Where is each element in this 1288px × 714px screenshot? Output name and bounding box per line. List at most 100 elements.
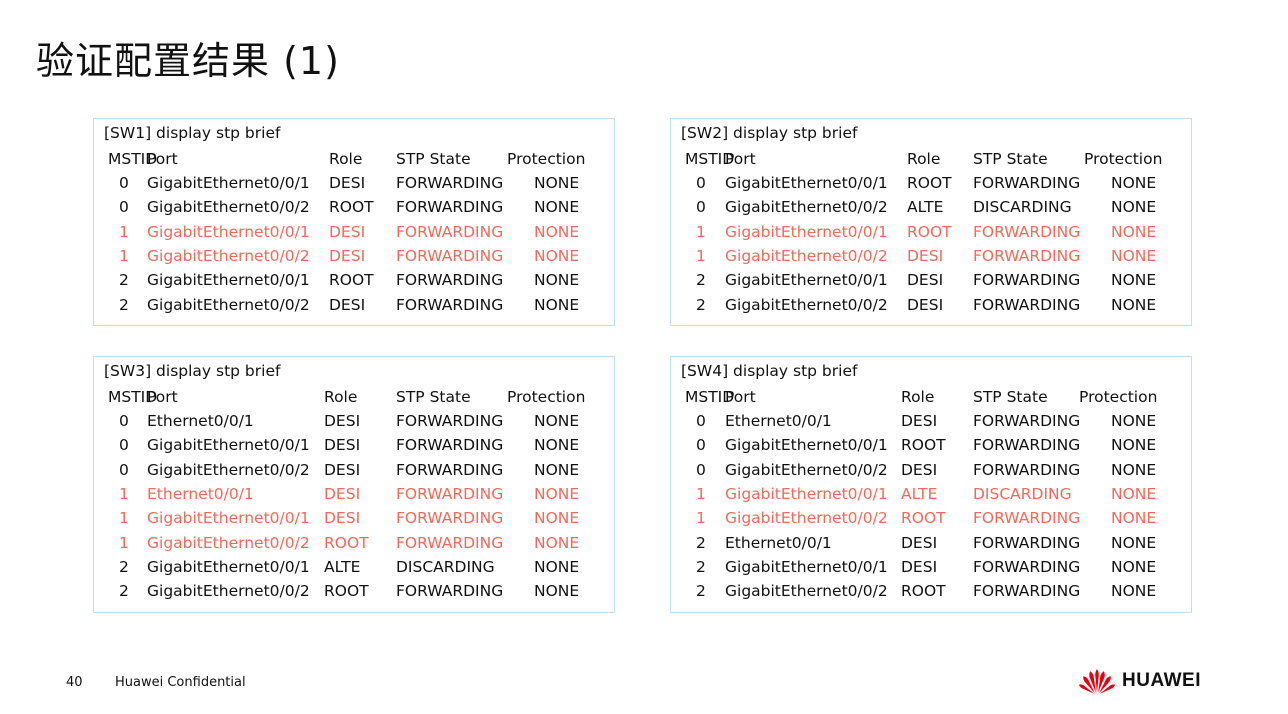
cell-role: DESI <box>901 460 938 479</box>
cell-mstid: 1 <box>119 509 129 528</box>
header-port: Port <box>725 150 756 168</box>
cell-mstid: 2 <box>119 557 129 576</box>
cell-protection: NONE <box>1111 557 1157 576</box>
table-row: 0 Ethernet0/0/1 DESI FORWARDING NONE <box>671 412 1191 434</box>
cell-protection: NONE <box>534 412 580 430</box>
header-stp-state: STP State <box>973 388 1048 406</box>
cell-port: GigabitEthernet0/0/2 <box>725 509 888 528</box>
cell-stp-state: FORWARDING <box>973 246 1081 265</box>
logo-text: HUAWEI <box>1122 670 1201 691</box>
cell-role: DESI <box>324 460 361 479</box>
cell-mstid: 1 <box>119 533 129 552</box>
cell-mstid: 0 <box>696 174 706 192</box>
header-role: Role <box>324 388 358 406</box>
table-row: 2 Ethernet0/0/1 DESI FORWARDING NONE <box>671 534 1191 556</box>
cell-port: Ethernet0/0/1 <box>725 412 832 430</box>
cell-role: DESI <box>329 174 366 192</box>
table-row: 0 GigabitEthernet0/0/1 ROOT FORWARDING NONE <box>671 174 1191 196</box>
table-row: 0 GigabitEthernet0/0/2 ALTE DISCARDING NONE <box>671 198 1191 220</box>
cell-port: GigabitEthernet0/0/1 <box>147 509 310 528</box>
table-row: 0 GigabitEthernet0/0/1 DESI FORWARDING NONE <box>94 174 614 196</box>
cell-mstid: 0 <box>696 198 706 217</box>
header-port: Port <box>725 388 756 406</box>
cell-mstid: 0 <box>119 198 129 217</box>
cell-protection: NONE <box>534 246 580 265</box>
cell-port: GigabitEthernet0/0/1 <box>147 174 310 192</box>
header-mstid: MSTID <box>685 388 735 406</box>
table-row: 0 GigabitEthernet0/0/2 DESI FORWARDING NONE <box>671 461 1191 483</box>
table-header: MSTID Port Role STP State Protection <box>94 388 614 410</box>
cell-port: GigabitEthernet0/0/2 <box>147 295 310 314</box>
cell-role: ROOT <box>324 582 369 601</box>
cell-protection: NONE <box>1111 412 1157 430</box>
cell-stp-state: FORWARDING <box>396 246 504 265</box>
cell-protection: NONE <box>1111 533 1157 552</box>
cell-role: DESI <box>907 271 944 290</box>
stp-panel-sw4: [SW4] display stp brief MSTID Port Role STP … <box>670 356 1192 613</box>
cell-role: ROOT <box>907 174 952 192</box>
cell-protection: NONE <box>534 198 580 217</box>
cell-port: Ethernet0/0/1 <box>147 484 254 503</box>
cell-mstid: 2 <box>119 271 129 290</box>
cell-port: GigabitEthernet0/0/1 <box>725 557 888 576</box>
cell-port: GigabitEthernet0/0/1 <box>725 174 888 192</box>
cell-stp-state: FORWARDING <box>973 436 1081 455</box>
cell-stp-state: FORWARDING <box>396 460 504 479</box>
cell-mstid: 2 <box>119 295 129 314</box>
cell-stp-state: FORWARDING <box>396 222 504 241</box>
table-row: 1 GigabitEthernet0/0/2 DESI FORWARDING NONE <box>94 247 614 269</box>
cell-port: GigabitEthernet0/0/2 <box>725 198 888 217</box>
cell-port: Ethernet0/0/1 <box>147 412 254 430</box>
table-row: 0 GigabitEthernet0/0/1 DESI FORWARDING NONE <box>94 436 614 458</box>
cell-stp-state: FORWARDING <box>973 271 1081 290</box>
cell-role: DESI <box>324 412 361 430</box>
cell-role: ROOT <box>901 582 946 601</box>
cell-mstid: 1 <box>696 222 706 241</box>
cell-stp-state: FORWARDING <box>396 174 504 192</box>
cell-protection: NONE <box>1111 271 1157 290</box>
cell-stp-state: FORWARDING <box>973 557 1081 576</box>
cell-role: ROOT <box>907 222 952 241</box>
cell-port: GigabitEthernet0/0/1 <box>147 222 310 241</box>
cell-role: ROOT <box>329 198 374 217</box>
cell-stp-state: FORWARDING <box>396 582 504 601</box>
cell-protection: NONE <box>534 271 580 290</box>
cell-stp-state: FORWARDING <box>396 484 504 503</box>
cell-mstid: 2 <box>696 295 706 314</box>
cell-role: DESI <box>901 533 938 552</box>
table-row: 2 GigabitEthernet0/0/1 ROOT FORWARDING NONE <box>94 271 614 293</box>
table-row: 1 GigabitEthernet0/0/2 ROOT FORWARDING NONE <box>94 534 614 556</box>
cell-stp-state: FORWARDING <box>973 509 1081 528</box>
cell-mstid: 2 <box>696 533 706 552</box>
cell-port: GigabitEthernet0/0/2 <box>147 198 310 217</box>
header-role: Role <box>907 150 941 168</box>
header-role: Role <box>901 388 935 406</box>
cell-mstid: 2 <box>119 582 129 601</box>
cell-role: ALTE <box>324 557 361 576</box>
cell-port: GigabitEthernet0/0/2 <box>725 460 888 479</box>
cell-port: GigabitEthernet0/0/1 <box>147 436 310 455</box>
huawei-logo: HUAWEI <box>1078 664 1201 698</box>
cell-mstid: 0 <box>696 436 706 455</box>
cell-port: GigabitEthernet0/0/2 <box>725 246 888 265</box>
table-row: 1 GigabitEthernet0/0/2 ROOT FORWARDING NONE <box>671 509 1191 531</box>
cell-protection: NONE <box>534 174 580 192</box>
cell-role: ROOT <box>329 271 374 290</box>
cell-mstid: 1 <box>696 509 706 528</box>
header-port: Port <box>147 388 178 406</box>
cell-port: GigabitEthernet0/0/2 <box>147 582 310 601</box>
cell-stp-state: FORWARDING <box>973 582 1081 601</box>
header-stp-state: STP State <box>396 388 471 406</box>
cell-role: DESI <box>329 222 366 241</box>
cell-protection: NONE <box>534 582 580 601</box>
table-row: 2 GigabitEthernet0/0/2 ROOT FORWARDING NONE <box>94 582 614 604</box>
table-row: 2 GigabitEthernet0/0/1 ALTE DISCARDING NONE <box>94 558 614 580</box>
cell-protection: NONE <box>1111 582 1157 601</box>
page-number: 40 <box>66 675 83 690</box>
table-row: 2 GigabitEthernet0/0/2 ROOT FORWARDING NONE <box>671 582 1191 604</box>
table-row: 1 GigabitEthernet0/0/1 DESI FORWARDING NONE <box>94 223 614 245</box>
cell-mstid: 0 <box>119 460 129 479</box>
cell-protection: NONE <box>534 484 580 503</box>
cell-protection: NONE <box>534 460 580 479</box>
cell-stp-state: FORWARDING <box>396 533 504 552</box>
